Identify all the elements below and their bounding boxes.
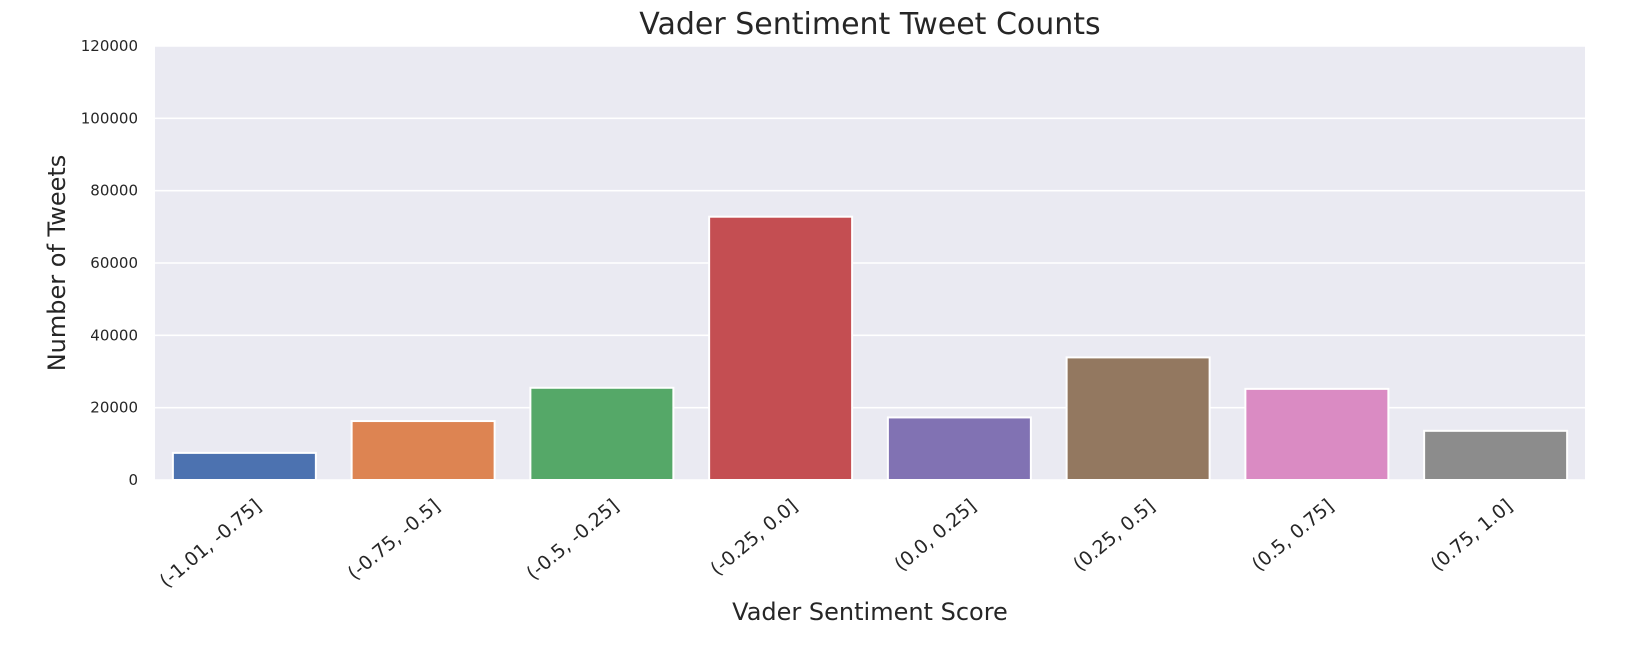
y-tick-label: 80000 xyxy=(90,182,138,200)
x-tick-label: (0.25, 0.5] xyxy=(1069,495,1159,576)
y-axis-ticks: 0 20000 40000 60000 80000 100000 120000 xyxy=(81,37,138,489)
y-tick-label: 100000 xyxy=(81,109,138,127)
x-tick-label: (-1.01, -0.75] xyxy=(156,495,266,592)
bar xyxy=(1423,429,1569,481)
bar xyxy=(1065,356,1211,481)
bar xyxy=(529,386,675,481)
x-axis-ticks: (-1.01, -0.75] (-0.75, -0.5] (-0.5, -0.25]… xyxy=(156,495,1517,592)
bar xyxy=(886,416,1032,482)
y-tick-label: 120000 xyxy=(81,37,138,55)
bar xyxy=(708,215,854,481)
chart-title: Vader Sentiment Tweet Counts xyxy=(639,7,1100,42)
x-tick-label: (-0.25, 0.0] xyxy=(706,495,802,580)
x-tick-label: (-0.75, -0.5] xyxy=(344,495,445,585)
y-tick-label: 60000 xyxy=(90,254,138,272)
x-tick-label: (0.0, 0.25] xyxy=(890,495,980,576)
y-tick-label: 40000 xyxy=(90,326,138,344)
x-axis-label: Vader Sentiment Score xyxy=(732,598,1008,626)
y-axis-label: Number of Tweets xyxy=(43,155,71,372)
bar xyxy=(1244,387,1390,481)
y-tick-label: 20000 xyxy=(90,399,138,417)
x-tick-label: (0.5, 0.75] xyxy=(1248,495,1338,576)
y-tick-label: 0 xyxy=(128,471,138,489)
x-tick-label: (0.75, 1.0] xyxy=(1427,495,1517,576)
bar xyxy=(171,451,317,481)
bar xyxy=(350,420,496,482)
bars xyxy=(171,215,1569,482)
x-tick-label: (-0.5, -0.25] xyxy=(522,495,623,585)
